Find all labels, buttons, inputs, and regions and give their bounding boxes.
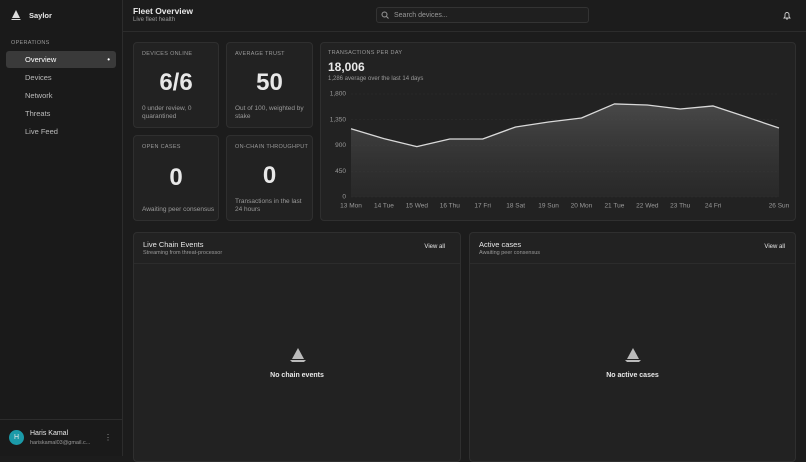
user-name: Haris Kamal bbox=[30, 430, 69, 437]
panel-title: Live Chain Events bbox=[143, 240, 204, 249]
search-icon bbox=[381, 11, 389, 19]
nav-text: Live Feed bbox=[25, 127, 58, 136]
stat-note: Transactions in the last 24 hours bbox=[235, 198, 302, 213]
x-tick-label: 17 Fri bbox=[474, 203, 491, 210]
divider bbox=[134, 263, 460, 264]
stat-label: OPEN CASES bbox=[142, 144, 181, 150]
x-tick-label: 24 Fri bbox=[705, 203, 722, 210]
logo bbox=[11, 10, 21, 20]
stat-note: Awaiting peer consensus bbox=[142, 206, 215, 213]
stat-note: 0 under review, 0 quarantined bbox=[142, 105, 192, 120]
bell-icon[interactable] bbox=[783, 11, 791, 20]
panel-title: Active cases bbox=[479, 240, 522, 249]
stat-value: 0 bbox=[169, 164, 183, 191]
stat-label: ON-CHAIN THROUGHPUT bbox=[235, 144, 309, 150]
x-tick-label: 20 Mon bbox=[571, 203, 593, 210]
y-tick-label: 1,800 bbox=[330, 91, 347, 98]
line bbox=[350, 103, 780, 148]
stat-card: OPEN CASES 0 Awaiting peer consensus bbox=[133, 135, 219, 221]
x-tick-label: 22 Wed bbox=[636, 203, 659, 210]
stat-value: 0 bbox=[262, 162, 277, 189]
x-tick-label: 26 Sun bbox=[769, 203, 790, 210]
stat-card: DEVICES ONLINE 6/6 0 under review, 0 qua… bbox=[133, 42, 219, 128]
empty-icon bbox=[625, 348, 641, 362]
active-dot: • bbox=[107, 55, 110, 64]
panel-subtitle: Awaiting peer consensus bbox=[479, 250, 541, 256]
stat-label: DEVICES ONLINE bbox=[142, 51, 193, 57]
nav-item[interactable]: Devices bbox=[6, 69, 116, 86]
user-email: hariskamal03@gmail.c... bbox=[30, 440, 91, 446]
x-tick-label: 14 Tue bbox=[374, 203, 394, 210]
panel: Active cases Awaiting peer consensus Vie… bbox=[469, 232, 796, 462]
x-tick-label: 21 Tue bbox=[604, 203, 624, 210]
nav-text: Network bbox=[25, 91, 53, 100]
section-label: OPERATIONS bbox=[11, 40, 50, 46]
sidebar: Saylor OPERATIONS Overview • Devices Netw… bbox=[0, 0, 123, 456]
nav-item[interactable]: Live Feed bbox=[6, 123, 116, 140]
chart-card: TRANSACTIONS PER DAY 18,006 1,286 averag… bbox=[320, 42, 796, 221]
stat-card: ON-CHAIN THROUGHPUT 0 Transactions in th… bbox=[226, 135, 313, 221]
panel: Live Chain Events Streaming from threat-… bbox=[133, 232, 461, 462]
chart: 0 450 900 1,350 1,800 13 Mon 14 Tue 15 Wed 16 Th… bbox=[330, 91, 790, 210]
chart-headline: 18,006 bbox=[328, 60, 365, 74]
avatar: H bbox=[9, 430, 24, 445]
nav-text: Threats bbox=[25, 109, 51, 118]
divider bbox=[0, 419, 122, 420]
empty-text: No chain events bbox=[270, 372, 324, 379]
x-tick-label: 16 Thu bbox=[440, 203, 461, 210]
x-tick-label: 13 Mon bbox=[340, 203, 362, 210]
search-box[interactable]: Search devices... bbox=[376, 7, 589, 23]
nav-text: Devices bbox=[25, 73, 52, 82]
x-tick-label: 18 Sat bbox=[506, 203, 525, 210]
panel-subtitle: Streaming from threat-processor bbox=[143, 250, 223, 256]
page-subtitle: Live fleet health bbox=[133, 17, 176, 23]
x-tick-label: 19 Sun bbox=[538, 203, 559, 210]
y-tick-label: 450 bbox=[335, 168, 346, 175]
nav-item[interactable]: Network bbox=[6, 87, 116, 104]
empty-text: No active cases bbox=[606, 372, 659, 379]
search-placeholder: Search devices... bbox=[394, 12, 448, 19]
user-menu[interactable]: ⋮ bbox=[104, 433, 112, 442]
view-all[interactable]: View all bbox=[424, 244, 445, 250]
chart-title: TRANSACTIONS PER DAY bbox=[328, 50, 403, 56]
page-title: Fleet Overview bbox=[133, 6, 194, 16]
nav-text: Overview bbox=[25, 55, 57, 64]
stat-note: Out of 100, weighted by stake bbox=[235, 105, 304, 120]
y-tick-label: 0 bbox=[342, 194, 346, 201]
nav-item[interactable]: Overview • bbox=[6, 51, 116, 68]
brand: Saylor bbox=[29, 11, 52, 20]
divider bbox=[470, 263, 795, 264]
chart-subtitle: 1,286 average over the last 14 days bbox=[328, 76, 424, 82]
x-tick-label: 23 Thu bbox=[670, 203, 691, 210]
area bbox=[351, 103, 779, 197]
empty-icon bbox=[290, 348, 306, 362]
y-tick-label: 1,350 bbox=[330, 116, 347, 123]
x-tick-label: 15 Wed bbox=[406, 203, 429, 210]
stat-value: 50 bbox=[256, 69, 283, 96]
y-tick-label: 900 bbox=[335, 142, 346, 149]
nav-item[interactable]: Threats bbox=[6, 105, 116, 122]
stat-label: AVERAGE TRUST bbox=[235, 51, 285, 57]
stat-value: 6/6 bbox=[159, 69, 193, 96]
header-divider bbox=[122, 31, 806, 32]
view-all[interactable]: View all bbox=[764, 244, 785, 250]
stat-card: AVERAGE TRUST 50 Out of 100, weighted by… bbox=[226, 42, 313, 128]
